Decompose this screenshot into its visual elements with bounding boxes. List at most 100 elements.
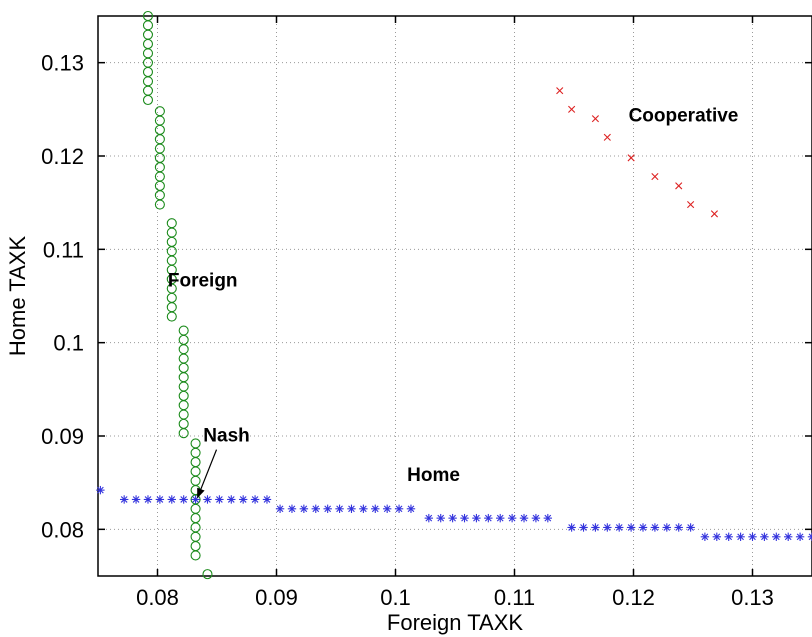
home-point	[215, 495, 224, 504]
foreign-point	[154, 143, 165, 154]
home-point	[436, 513, 445, 523]
foreign-point	[154, 171, 165, 182]
foreign-point	[202, 569, 213, 580]
foreign-point	[166, 292, 177, 303]
foreign-point	[142, 66, 154, 78]
home-point	[760, 532, 769, 541]
home-point	[795, 532, 805, 541]
foreign-point	[178, 400, 189, 411]
home-point	[519, 513, 529, 523]
x-tick-label: 0.08	[136, 585, 179, 610]
home-point	[311, 504, 320, 513]
cooperative-point	[591, 115, 600, 123]
home-point	[615, 523, 624, 532]
foreign-point	[166, 236, 177, 247]
foreign-point	[154, 134, 165, 145]
foreign-point	[154, 180, 165, 191]
cooperative-point	[603, 133, 611, 141]
foreign-point	[166, 302, 177, 313]
annotations: Cooperative Foreign Home Nash	[168, 105, 738, 499]
home-point	[203, 495, 212, 504]
marks	[96, 10, 812, 580]
home-point	[382, 504, 392, 513]
foreign-point	[178, 409, 189, 420]
cooperative-point	[568, 105, 576, 113]
foreign-point	[154, 124, 165, 135]
home-point	[712, 532, 721, 541]
home-point	[323, 504, 332, 513]
home-point	[155, 495, 165, 504]
foreign-point	[190, 522, 201, 533]
foreign-point	[142, 94, 154, 106]
home-point	[736, 532, 745, 541]
cooperative-point	[687, 200, 695, 209]
foreign-point	[178, 344, 189, 355]
home-point	[250, 495, 260, 504]
foreign-point	[142, 48, 154, 59]
home-point	[371, 504, 380, 513]
foreign-point	[178, 334, 189, 345]
home-point	[406, 504, 416, 513]
foreign-point	[178, 362, 189, 373]
home-point	[496, 513, 505, 523]
x-tick-label: 0.12	[612, 585, 655, 610]
foreign-point	[166, 218, 177, 229]
home-point	[662, 523, 672, 532]
home-point	[394, 504, 404, 513]
foreign-point	[190, 475, 201, 486]
foreign-point	[178, 381, 189, 392]
home-point	[748, 532, 757, 541]
foreign-point	[154, 152, 165, 163]
home-point	[531, 513, 541, 523]
y-tick-label: 0.09	[41, 424, 84, 449]
home-point	[424, 513, 434, 523]
x-axis-title: Foreign TAXK	[387, 610, 523, 635]
foreign-point	[154, 162, 165, 173]
cooperative-point	[675, 182, 683, 190]
foreign-point	[142, 29, 154, 40]
nash-arrow	[197, 449, 218, 499]
home-point	[262, 495, 272, 504]
foreign-point	[142, 57, 154, 68]
home-point	[626, 523, 636, 532]
cooperative-point	[627, 154, 635, 162]
cooperative-point	[710, 210, 719, 218]
home-point	[167, 495, 176, 504]
y-tick-label: 0.11	[43, 237, 84, 262]
foreign-point	[154, 190, 165, 201]
foreign-point	[142, 10, 154, 22]
home-point	[807, 532, 812, 541]
home-point	[472, 513, 481, 523]
annotation-nash: Nash	[203, 426, 249, 447]
home-point	[484, 513, 493, 523]
foreign-point	[190, 447, 201, 458]
foreign-point	[154, 199, 165, 210]
y-tick-label: 0.1	[53, 331, 84, 356]
home-point	[96, 485, 105, 495]
home-point	[335, 504, 344, 513]
home-point	[119, 495, 129, 504]
home-point	[567, 523, 576, 532]
home-point	[460, 513, 469, 523]
home-point	[700, 532, 710, 541]
foreign-point	[166, 255, 177, 266]
home-point	[772, 532, 781, 541]
foreign-point	[190, 531, 201, 542]
home-point	[638, 523, 648, 532]
home-point	[287, 504, 297, 513]
foreign-point	[166, 246, 177, 257]
home-point	[131, 495, 141, 504]
foreign-point	[166, 311, 177, 322]
foreign-point	[190, 541, 201, 552]
x-tick-label: 0.1	[380, 585, 411, 610]
foreign-point	[154, 106, 165, 117]
grid	[98, 16, 812, 576]
home-point	[227, 495, 236, 504]
foreign-point	[190, 466, 201, 477]
home-point	[686, 523, 695, 532]
foreign-point	[178, 418, 189, 429]
foreign-point	[190, 513, 201, 524]
cooperative-point	[651, 172, 659, 181]
foreign-point	[142, 76, 154, 87]
home-point	[347, 504, 356, 513]
